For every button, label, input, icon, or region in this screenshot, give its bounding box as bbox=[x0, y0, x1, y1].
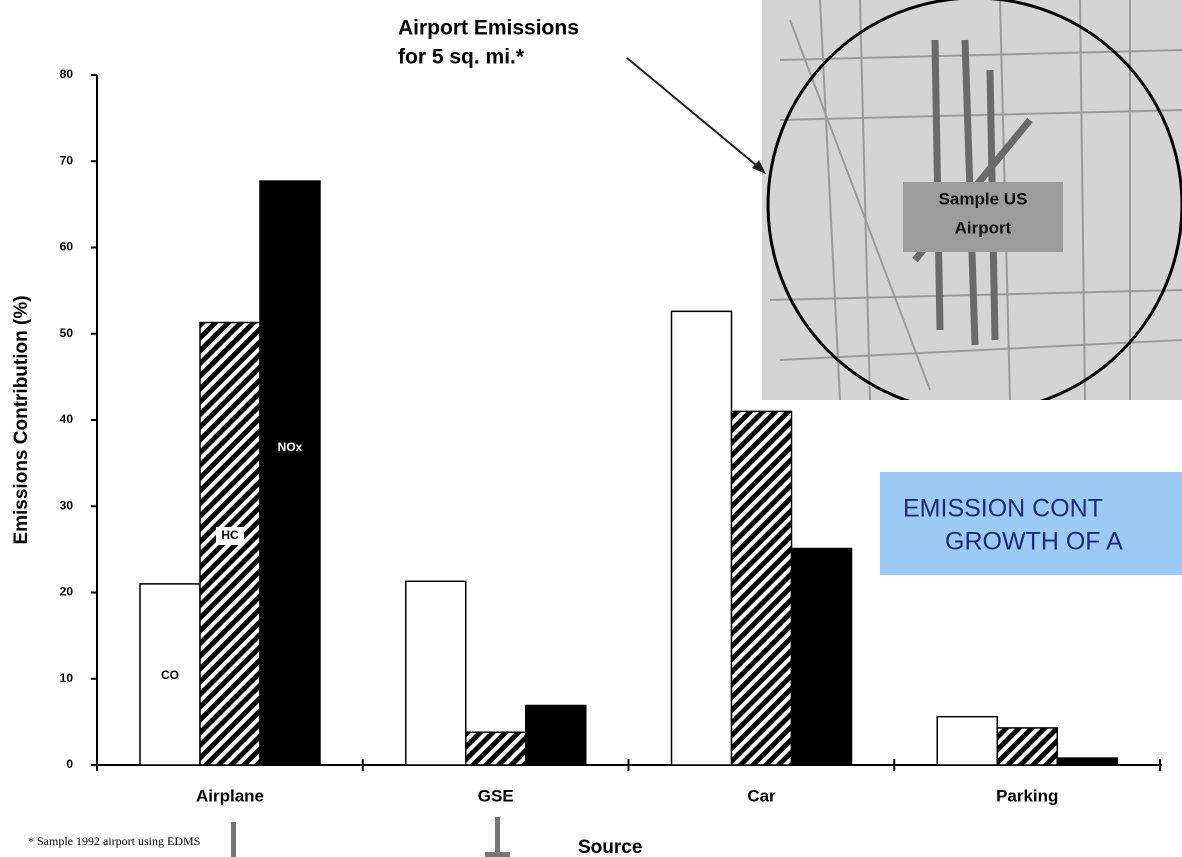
bar bbox=[1057, 758, 1117, 765]
y-tick-label: 30 bbox=[60, 498, 74, 512]
x-axis-label: Source bbox=[578, 837, 642, 857]
y-tick-label: 50 bbox=[60, 326, 74, 340]
x-tick-label: GSE bbox=[478, 786, 514, 805]
chart: Sample US Airport Airport Emissions for … bbox=[0, 0, 1182, 857]
x-tick-label: Car bbox=[747, 786, 776, 805]
map-label: Sample US bbox=[939, 189, 1028, 208]
y-tick-label: 60 bbox=[60, 240, 74, 254]
y-tick-label: 40 bbox=[60, 412, 74, 426]
y-tick-label: 20 bbox=[60, 585, 74, 599]
annotation-arrow bbox=[627, 58, 762, 170]
banner-text: GROWTH OF A bbox=[945, 528, 1123, 556]
y-tick-label: 80 bbox=[60, 67, 74, 81]
banner-box bbox=[880, 472, 1182, 575]
bar bbox=[260, 181, 320, 765]
y-tick-label: 0 bbox=[66, 757, 73, 771]
series-label: HC bbox=[221, 528, 239, 542]
series-label: NOx bbox=[278, 440, 303, 454]
footnote: * Sample 1992 airport using EDMS bbox=[28, 834, 200, 848]
bar bbox=[526, 705, 586, 765]
bar bbox=[997, 728, 1057, 765]
series-label: CO bbox=[161, 668, 179, 682]
marker bbox=[485, 852, 510, 857]
bar bbox=[792, 549, 852, 765]
bar bbox=[406, 581, 466, 765]
annotation: for 5 sq. mi.* bbox=[398, 46, 525, 69]
bar bbox=[732, 411, 792, 765]
bar bbox=[937, 717, 997, 765]
x-tick-label: Airplane bbox=[196, 786, 264, 805]
x-tick-label: Parking bbox=[996, 786, 1058, 805]
y-tick-label: 10 bbox=[60, 671, 74, 685]
y-axis-label: Emissions Contribution (%) bbox=[11, 295, 32, 544]
bar bbox=[672, 311, 732, 765]
annotation: Airport Emissions bbox=[398, 17, 579, 40]
marker bbox=[231, 822, 236, 857]
y-tick-label: 70 bbox=[60, 153, 74, 167]
bar bbox=[466, 732, 526, 765]
map-label: Airport bbox=[955, 218, 1012, 237]
marker bbox=[495, 817, 500, 857]
banner-text: EMISSION CONT bbox=[903, 495, 1103, 523]
